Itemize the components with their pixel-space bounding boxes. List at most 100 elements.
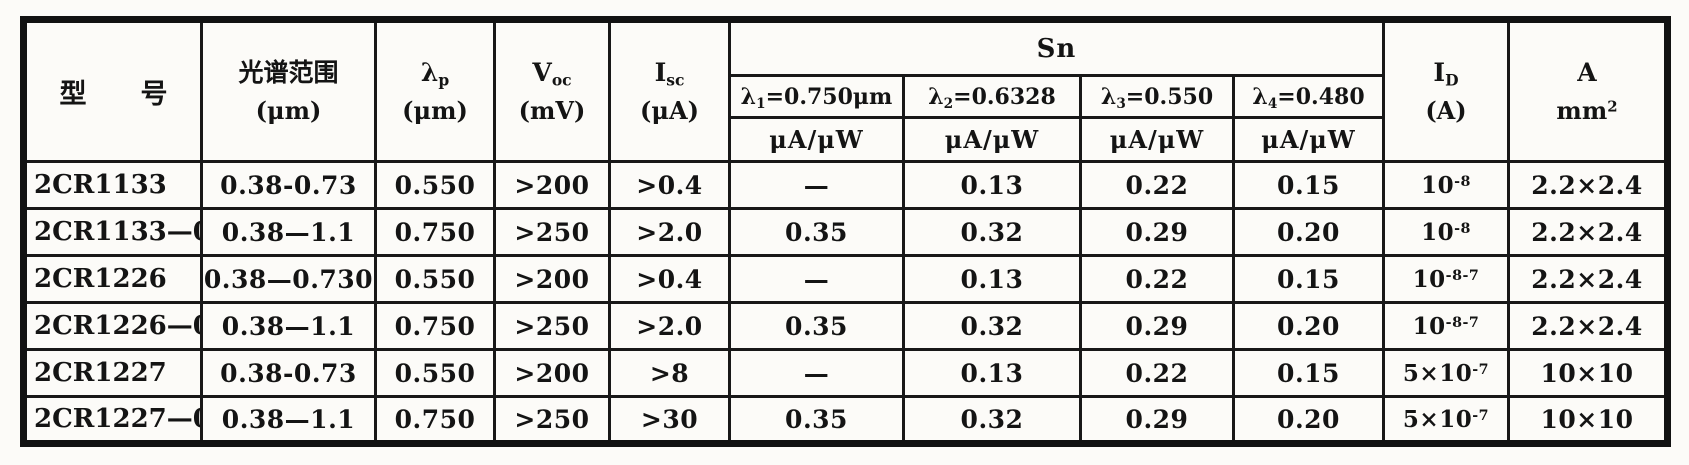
isc-label: Isc [654,57,685,90]
sn-col-unit-2: μA/μW [902,116,1082,163]
col-header-area: A mm2 [1507,18,1669,163]
table-row: 2CR1227 0.38-0.73 0.550 >200 >8 — 0.13 0… [22,348,1669,398]
cell-lambda-p: 0.550 [374,254,496,304]
cell-isc: >0.4 [608,254,731,304]
id-label: ID [1433,57,1459,90]
area-unit: mm2 [1556,96,1618,126]
cell-lambda-p: 0.550 [374,348,496,398]
cell-sn1: 0.35 [728,301,905,351]
cell-sn1: 0.35 [728,395,905,445]
cell-range: 0.38—1.1 [200,395,377,445]
cell-range: 0.38-0.73 [200,348,377,398]
cell-area: 10×10 [1507,348,1669,398]
cell-sn2: 0.32 [902,395,1082,445]
cell-range: 0.38—1.1 [200,301,377,351]
header-row-units: μA/μW μA/μW μA/μW μA/μW [24,116,1668,163]
cell-voc: >250 [493,207,611,257]
col-header-lambda-p: λp (μm) [374,18,496,163]
cell-lambda-p: 0.750 [374,395,496,445]
cell-lambda-p: 0.750 [374,301,496,351]
cell-sn2: 0.13 [902,254,1082,304]
cell-voc: >200 [493,160,611,210]
table-row: 2CR1133—01 0.38—1.1 0.750 >250 >2.0 0.35… [22,207,1669,257]
cell-sn4: 0.20 [1232,395,1385,445]
sn-col-header-lambda2: λ2=0.6328 [902,74,1082,119]
cell-sn1: — [728,254,905,304]
sn-col-unit-1: μA/μW [728,116,905,163]
spectral-range-unit: (μm) [255,96,322,126]
isc-unit: (μA) [640,96,699,126]
cell-isc: >2.0 [608,207,731,257]
col-header-model: 型 号 [22,18,203,163]
sn-col-header-lambda4: λ4=0.480 [1232,74,1385,119]
cell-range: 0.38-0.73 [200,160,377,210]
cell-id: 10-8-7 [1382,254,1510,304]
cell-sn4: 0.20 [1232,207,1385,257]
cell-sn4: 0.20 [1232,301,1385,351]
cell-isc: >0.4 [608,160,731,210]
cell-sn3: 0.29 [1079,207,1235,257]
cell-model: 2CR1226—01 [22,301,203,351]
cell-voc: >250 [493,301,611,351]
cell-sn3: 0.29 [1079,395,1235,445]
col-header-voc: Voc (mV) [493,18,611,163]
cell-sn3: 0.22 [1079,160,1235,210]
cell-sn4: 0.15 [1232,254,1385,304]
cell-lambda-p: 0.550 [374,160,496,210]
cell-sn2: 0.13 [902,160,1082,210]
cell-isc: >2.0 [608,301,731,351]
sn-col-header-lambda1: λ1=0.750μm [728,74,905,119]
cell-id: 10-8-7 [1382,301,1510,351]
cell-isc: >8 [608,348,731,398]
cell-id: 5×10-7 [1382,348,1510,398]
cell-sn3: 0.29 [1079,301,1235,351]
cell-sn2: 0.32 [902,301,1082,351]
cell-sn3: 0.22 [1079,348,1235,398]
sn-col-unit-3: μA/μW [1079,116,1235,163]
col-header-spectral-range: 光谱范围 (μm) [200,18,377,163]
header-row-main: 型 号 光谱范围 (μm) λp (μm) Voc (mV) Isc (μA) … [22,18,1669,163]
table-row: 2CR1226 0.38—0.730 0.550 >200 >0.4 — 0.1… [22,254,1669,304]
voc-unit: (mV) [518,96,586,126]
col-header-id: ID (A) [1382,18,1510,163]
cell-range: 0.38—1.1 [200,207,377,257]
table-row: 2CR1227—01 0.38—1.1 0.750 >250 >30 0.35 … [22,395,1669,445]
cell-area: 2.2×2.4 [1507,301,1669,351]
cell-voc: >250 [493,395,611,445]
cell-area: 2.2×2.4 [1507,254,1669,304]
cell-model: 2CR1133—01 [22,207,203,257]
lambda-p-label: λp [420,57,450,90]
spec-table: 型 号 光谱范围 (μm) λp (μm) Voc (mV) Isc (μA) … [20,16,1671,447]
cell-isc: >30 [608,395,731,445]
header-row-lambda: λ1=0.750μm λ2=0.6328 λ3=0.550 λ4=0.480 [24,74,1668,119]
table-row: 2CR1226—01 0.38—1.1 0.750 >250 >2.0 0.35… [22,301,1669,351]
table-row: 2CR1133 0.38-0.73 0.550 >200 >0.4 — 0.13… [22,160,1669,210]
cell-model: 2CR1227—01 [22,395,203,445]
cell-id: 10-8 [1382,207,1510,257]
col-header-sn: Sn [728,18,1385,77]
cell-sn1: — [728,160,905,210]
cell-lambda-p: 0.750 [374,207,496,257]
cell-voc: >200 [493,254,611,304]
cell-sn4: 0.15 [1232,348,1385,398]
sn-col-header-lambda3: λ3=0.550 [1079,74,1235,119]
cell-sn2: 0.13 [902,348,1082,398]
lambda-p-unit: (μm) [402,96,468,126]
col-header-isc: Isc (μA) [608,18,731,163]
cell-id: 5×10-7 [1382,395,1510,445]
cell-voc: >200 [493,348,611,398]
cell-area: 10×10 [1507,395,1669,445]
cell-range: 0.38—0.730 [200,254,377,304]
cell-id: 10-8 [1382,160,1510,210]
sn-col-unit-4: μA/μW [1232,116,1385,163]
cell-model: 2CR1133 [22,160,203,210]
cell-sn1: — [728,348,905,398]
cell-sn4: 0.15 [1232,160,1385,210]
cell-model: 2CR1227 [22,348,203,398]
cell-sn2: 0.32 [902,207,1082,257]
id-unit: (A) [1425,96,1467,126]
cell-area: 2.2×2.4 [1507,207,1669,257]
cell-area: 2.2×2.4 [1507,160,1669,210]
cell-sn1: 0.35 [728,207,905,257]
cell-sn3: 0.22 [1079,254,1235,304]
